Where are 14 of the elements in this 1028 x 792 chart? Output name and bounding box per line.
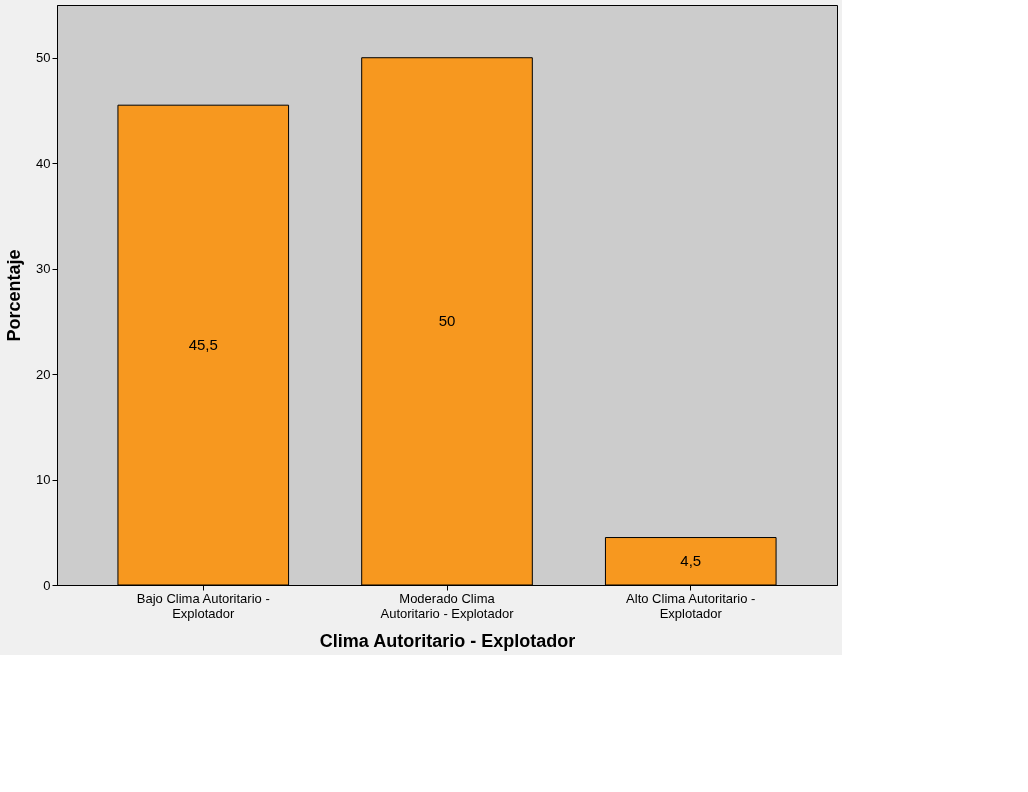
y-tick-label: 10 xyxy=(36,472,51,488)
y-tick-label: 0 xyxy=(43,577,51,593)
x-tick-label: Alto Clima Autoritario - Explotador xyxy=(626,590,756,621)
y-axis-title: Porcentaje xyxy=(4,249,25,342)
x-tick-label: Moderado Clima Autoritario - Explotador xyxy=(380,590,515,621)
x-tick-label: Bajo Clima Autoritario - Explotador xyxy=(136,590,270,621)
data-label: 4,5 xyxy=(680,552,702,570)
y-tick-label: 40 xyxy=(36,155,51,171)
y-tick-label: 30 xyxy=(36,261,51,277)
y-tick-label: 20 xyxy=(36,366,51,382)
data-label: 50 xyxy=(438,312,456,330)
data-label: 45,5 xyxy=(188,336,218,354)
y-tick-label: 50 xyxy=(36,50,51,66)
x-axis-title: Clima Autoritario - Explotador xyxy=(319,630,576,651)
